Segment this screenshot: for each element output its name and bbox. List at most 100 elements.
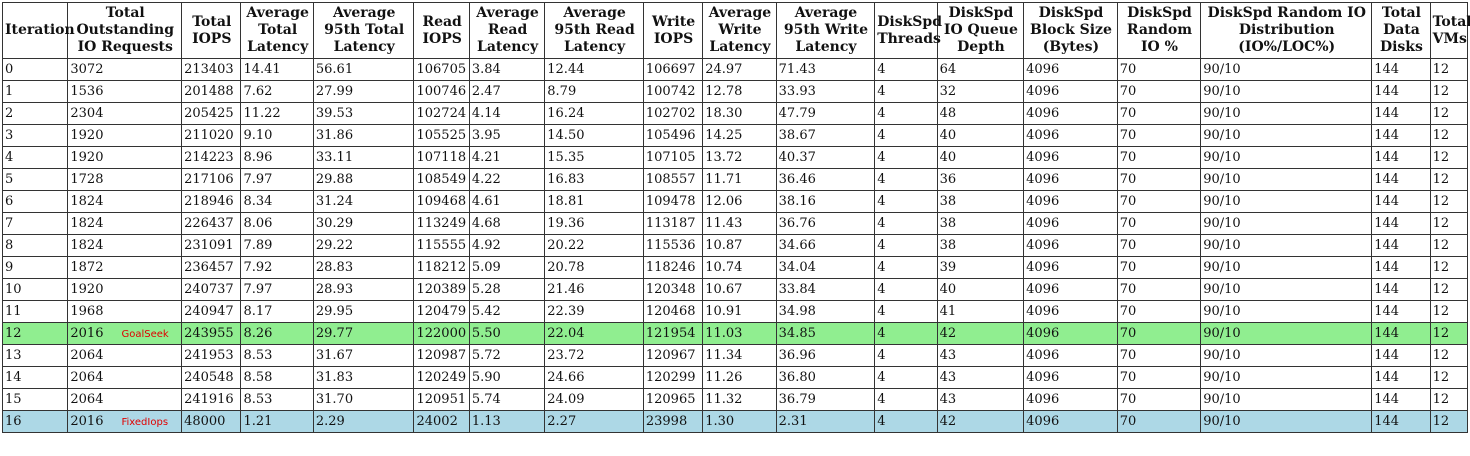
table-cell: 6 (1, 190, 69, 213)
cell-value: 1824 (70, 238, 104, 253)
cell-value: 4 (877, 414, 886, 429)
cell-value: 4 (877, 348, 886, 363)
col-header-write-iops: Write IOPS (642, 2, 704, 59)
table-cell: 100742 (642, 80, 704, 103)
cell-value: 109478 (645, 194, 696, 209)
table-cell: 31.83 (312, 366, 415, 389)
cell-value: 108549 (416, 172, 467, 187)
cell-value: 231091 (184, 238, 234, 253)
cell-value: 19.36 (547, 216, 585, 231)
table-cell: 4096 (1023, 190, 1118, 213)
cell-value: 18.81 (547, 194, 585, 209)
table-cell: 12.78 (702, 80, 777, 103)
table-cell: 4096 (1023, 344, 1118, 367)
cell-value: 70 (1119, 62, 1137, 77)
cell-value: 12.78 (705, 84, 743, 99)
table-cell: 2064 (67, 388, 183, 411)
table-cell: 90/10 (1200, 278, 1373, 301)
cell-value: 211020 (184, 128, 234, 143)
cell-value: 42 (939, 414, 957, 429)
cell-value: 90/10 (1203, 194, 1241, 209)
cell-value: 38 (939, 194, 957, 209)
table-cell: 2 (1, 102, 69, 125)
col-header-avg-read-latency: Average Read Latency (468, 2, 546, 59)
cell-value: 240737 (184, 282, 234, 297)
cell-value: 33.11 (315, 150, 354, 165)
table-cell: 12.06 (702, 190, 777, 213)
table-cell: 24.97 (702, 58, 777, 81)
table-cell: 1.30 (702, 410, 777, 433)
table-cell: 120348 (642, 278, 704, 301)
cell-value: 38.67 (778, 128, 816, 143)
cell-value: 102724 (416, 106, 467, 121)
table-cell: 144 (1371, 300, 1431, 323)
table-cell: 70 (1116, 190, 1202, 213)
table-cell: 105496 (642, 124, 704, 147)
cell-value: 70 (1119, 282, 1137, 297)
table-row: 10 1920 240737 7.97 28.93 120389 5.28 21.46 1203… (1, 278, 1469, 301)
cell-value: 120479 (416, 304, 467, 319)
cell-value: 109468 (416, 194, 467, 209)
cell-value: 22.39 (547, 304, 585, 319)
table-cell: 144 (1371, 212, 1431, 235)
cell-value: 12 (1432, 216, 1450, 231)
cell-value: 8.06 (243, 216, 273, 231)
table-cell: 240737 (181, 278, 242, 301)
table-cell: 4 (874, 80, 938, 103)
table-cell: 20.22 (544, 234, 644, 257)
cell-value: 12 (1432, 106, 1450, 121)
cell-value: 4.92 (471, 238, 501, 253)
table-cell: 120987 (413, 344, 470, 367)
cell-value: 70 (1119, 326, 1137, 341)
cell-value: 12 (1432, 194, 1450, 209)
table-cell: 4.68 (468, 212, 546, 235)
cell-value: 31.86 (315, 128, 354, 143)
cell-value: 8.79 (547, 84, 577, 99)
cell-value: 42 (939, 326, 957, 341)
table-cell: 109468 (413, 190, 470, 213)
cell-value: 29.77 (315, 326, 354, 341)
table-row: 0 3072 213403 14.41 56.61 106705 3.84 12.44 1066… (1, 58, 1469, 81)
cell-value: 4096 (1026, 326, 1060, 341)
cell-value: 2 (5, 106, 14, 121)
table-cell: 5.28 (468, 278, 546, 301)
cell-value: 144 (1374, 326, 1400, 341)
cell-value: 90/10 (1203, 260, 1241, 275)
cell-value: 70 (1119, 304, 1137, 319)
cell-value: 43 (939, 348, 957, 363)
table-cell: 70 (1116, 124, 1202, 147)
cell-value: 4 (877, 106, 886, 121)
cell-value: 0 (5, 62, 14, 77)
table-cell: 226437 (181, 212, 242, 235)
col-header-avg95-read-latency: Average 95th Read Latency (544, 2, 644, 59)
cell-value: 8.17 (243, 304, 273, 319)
cell-value: 40 (939, 282, 957, 297)
results-table: Iteration Total Outstanding IO Requests … (1, 2, 1470, 433)
table-cell: 3.95 (468, 124, 546, 147)
table-cell: 4 (874, 388, 938, 411)
cell-value: 16.83 (547, 172, 585, 187)
table-cell: 1920 (67, 124, 183, 147)
cell-value: 120299 (645, 370, 696, 385)
table-cell: 90/10 (1200, 168, 1373, 191)
table-cell: 38.67 (775, 124, 876, 147)
cell-value: 144 (1374, 150, 1400, 165)
table-row: 15 2064 241916 8.53 31.70 120951 5.74 24.09 1209… (1, 388, 1469, 411)
cell-value: 36.79 (778, 392, 816, 407)
table-cell: 43 (936, 344, 1025, 367)
table-cell: 106705 (413, 58, 470, 81)
table-cell: 4 (874, 344, 938, 367)
cell-value: 36.76 (778, 216, 816, 231)
cell-value: 40 (939, 128, 957, 143)
cell-value: 1872 (70, 260, 104, 275)
table-cell: 12 (1429, 168, 1469, 191)
table-cell: 2304 (67, 102, 183, 125)
table-cell: 2064 (67, 344, 183, 367)
table-cell: 70 (1116, 366, 1202, 389)
cell-value: 30.29 (315, 216, 354, 231)
cell-value: 11.26 (705, 370, 743, 385)
table-row: 12 2016 GoalSeek 243955 8.26 29.77 122000 5.50 2… (1, 322, 1469, 345)
cell-value: 144 (1374, 172, 1400, 187)
cell-value: 5.90 (471, 370, 501, 385)
cell-value: 31.67 (315, 348, 354, 363)
